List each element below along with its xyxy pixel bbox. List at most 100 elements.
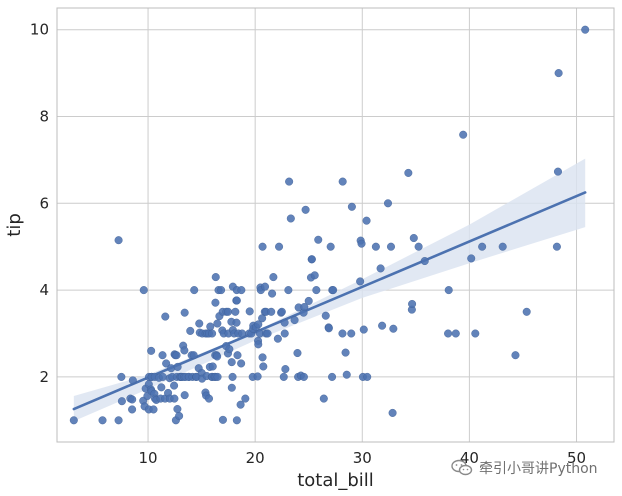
data-point-67 bbox=[190, 286, 199, 295]
data-point-100 bbox=[217, 286, 226, 295]
data-point-42 bbox=[170, 394, 179, 403]
data-point-194 bbox=[341, 348, 350, 357]
y-tick-label-0: 2 bbox=[39, 368, 49, 386]
data-point-103 bbox=[218, 415, 227, 424]
data-point-154 bbox=[267, 307, 276, 316]
data-point-183 bbox=[314, 235, 323, 244]
data-point-174 bbox=[299, 372, 308, 381]
data-point-204 bbox=[363, 372, 372, 381]
data-point-129 bbox=[238, 329, 247, 338]
data-point-120 bbox=[232, 318, 241, 327]
data-point-31 bbox=[158, 351, 167, 360]
data-point-169 bbox=[293, 349, 302, 358]
data-point-138 bbox=[253, 372, 262, 381]
labels-layer: total_bill tip bbox=[4, 213, 374, 491]
data-point-23 bbox=[149, 405, 158, 414]
data-point-84 bbox=[206, 322, 215, 331]
data-point-158 bbox=[275, 242, 284, 251]
data-point-216 bbox=[414, 242, 423, 251]
data-point-8 bbox=[128, 395, 137, 404]
data-point-35 bbox=[162, 359, 171, 368]
data-point-48 bbox=[173, 405, 182, 414]
data-point-156 bbox=[269, 273, 278, 282]
data-point-211 bbox=[389, 324, 398, 333]
x-tick-label-2: 30 bbox=[353, 449, 372, 467]
data-point-207 bbox=[378, 321, 387, 330]
data-point-191 bbox=[329, 286, 338, 295]
data-point-1 bbox=[98, 416, 107, 425]
y-tick-label-4: 10 bbox=[30, 21, 49, 39]
data-point-187 bbox=[324, 324, 333, 333]
data-point-150 bbox=[261, 282, 270, 291]
x-tick-label-4: 50 bbox=[567, 449, 586, 467]
watermark-text: 牵引小哥讲Python bbox=[479, 461, 598, 477]
data-point-165 bbox=[284, 286, 293, 295]
data-point-49 bbox=[173, 362, 182, 371]
data-point-5 bbox=[117, 397, 126, 406]
data-point-122 bbox=[232, 296, 241, 305]
data-point-189 bbox=[328, 372, 337, 381]
data-point-228 bbox=[552, 242, 561, 251]
data-point-225 bbox=[498, 242, 507, 251]
x-tick-label-0: 10 bbox=[139, 449, 158, 467]
data-point-2 bbox=[114, 416, 123, 425]
data-point-9 bbox=[128, 376, 137, 385]
x-axis-label: total_bill bbox=[297, 470, 374, 491]
data-point-226 bbox=[511, 351, 520, 360]
data-point-153 bbox=[263, 329, 272, 338]
data-point-114 bbox=[228, 372, 237, 381]
data-point-198 bbox=[356, 277, 365, 286]
data-point-148 bbox=[259, 362, 268, 371]
data-point-227 bbox=[522, 307, 531, 316]
y-axis-label: tip bbox=[4, 213, 25, 236]
data-point-214 bbox=[408, 299, 417, 308]
data-point-188 bbox=[326, 242, 335, 251]
data-point-231 bbox=[581, 25, 590, 34]
data-point-123 bbox=[232, 416, 241, 425]
data-point-197 bbox=[347, 202, 356, 211]
y-tick-label-2: 6 bbox=[39, 194, 49, 212]
data-point-206 bbox=[376, 264, 385, 273]
data-point-140 bbox=[254, 340, 263, 349]
data-point-177 bbox=[304, 296, 313, 305]
watermark: 牵引小哥讲Python bbox=[451, 458, 598, 478]
data-point-229 bbox=[553, 167, 562, 176]
data-point-71 bbox=[195, 319, 204, 328]
data-point-221 bbox=[459, 130, 468, 139]
data-point-224 bbox=[478, 242, 487, 251]
data-point-167 bbox=[286, 214, 295, 223]
data-point-66 bbox=[189, 351, 198, 360]
data-point-34 bbox=[161, 312, 170, 321]
data-point-219 bbox=[444, 286, 453, 295]
data-point-161 bbox=[279, 372, 288, 381]
data-point-202 bbox=[359, 325, 368, 334]
data-point-128 bbox=[237, 286, 246, 295]
data-point-230 bbox=[554, 69, 563, 78]
regression-line-layer bbox=[72, 191, 587, 411]
axes-frame bbox=[56, 7, 615, 443]
data-point-185 bbox=[321, 311, 330, 320]
data-point-166 bbox=[285, 177, 294, 186]
data-point-124 bbox=[233, 351, 242, 360]
x-tick-label-1: 20 bbox=[246, 449, 265, 467]
data-point-193 bbox=[338, 177, 347, 186]
data-point-126 bbox=[236, 400, 245, 409]
data-point-182 bbox=[312, 286, 321, 295]
data-point-146 bbox=[258, 353, 267, 362]
data-point-145 bbox=[258, 314, 267, 323]
data-point-59 bbox=[180, 308, 189, 317]
data-point-0 bbox=[69, 416, 78, 425]
regression-line bbox=[72, 191, 587, 411]
data-point-95 bbox=[213, 352, 222, 361]
data-point-91 bbox=[211, 298, 220, 307]
data-point-57 bbox=[180, 346, 189, 355]
data-point-210 bbox=[388, 408, 397, 417]
data-point-192 bbox=[338, 329, 347, 338]
data-point-157 bbox=[273, 334, 282, 343]
data-point-108 bbox=[224, 307, 233, 316]
data-point-110 bbox=[225, 345, 234, 354]
data-point-63 bbox=[186, 326, 195, 335]
